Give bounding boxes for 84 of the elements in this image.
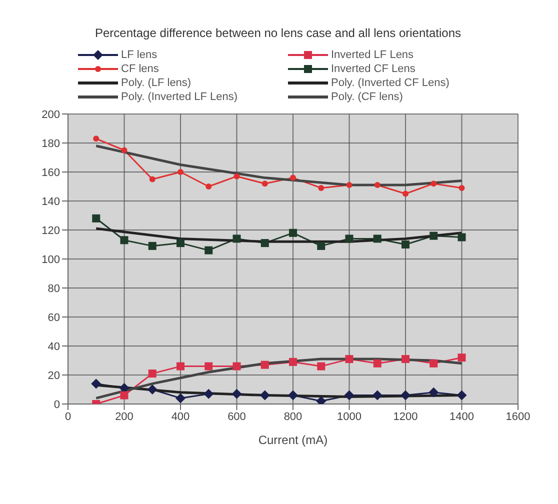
point [120,236,128,244]
point [456,390,467,400]
y-tick-label: 80 [48,282,60,295]
point [204,388,214,399]
point [206,184,212,190]
point [373,234,382,243]
legend-label: LF lens [121,49,158,61]
point [121,147,128,154]
point [204,246,213,254]
y-tick-label: 40 [48,340,60,353]
y-tick-label: 200 [42,108,60,121]
chart-title: Percentage difference between no lens case and all lens orientations [94,25,462,42]
point [318,184,324,191]
point [260,360,269,369]
point [430,232,438,240]
point [92,214,100,222]
point [317,362,326,370]
point [290,174,296,181]
point [234,173,240,180]
point [289,228,297,237]
y-tick-label: 140 [42,196,60,208]
line-series [94,144,463,186]
point [346,182,352,188]
y-tick-label: 100 [42,254,60,266]
x-tick-label: 600 [228,410,246,423]
point [91,378,102,389]
x-tick-label: 1000 [337,410,362,423]
point [176,362,184,370]
legend-label: Poly. (CF lens) [331,91,403,103]
x-axis-title: Current (mA) [258,433,328,447]
x-tick-label: 200 [115,410,134,423]
y-tick-label: 180 [42,138,60,150]
point [372,390,382,400]
legend-label: Inverted CF Lens [331,63,416,75]
point [176,393,186,404]
point [148,242,156,250]
y-tick-label: 20 [48,370,60,382]
legend-label: Poly. (Inverted CF Lens) [331,77,450,89]
point [232,362,241,370]
x-tick-label: 1400 [450,410,474,423]
point [402,190,408,197]
point [402,240,410,248]
point [147,384,158,394]
x-tick-label: 0 [64,410,72,423]
point [288,390,298,400]
point [93,136,100,142]
point [262,180,268,187]
point [120,391,128,400]
y-tick-label: 0 [54,398,60,411]
point [232,388,242,399]
point [260,239,269,248]
legend-label: CF lens [121,63,159,75]
legend-label: Inverted LF Lens [331,49,414,61]
legend-label: Poly. (Inverted LF Lens) [121,91,238,103]
point [402,355,410,364]
point [176,239,184,248]
point [149,176,156,182]
point [458,184,465,191]
point [458,233,466,242]
y-tick-label: 60 [48,312,60,324]
point [400,390,410,400]
y-tick-label: 160 [42,166,60,179]
x-tick-label: 1600 [506,410,530,423]
point [178,169,184,175]
point [345,234,354,243]
point [204,362,213,370]
point [430,359,438,368]
point [458,354,466,362]
legend-label: Poly. (LF lens) [121,77,192,89]
point [344,390,354,400]
point [317,242,326,250]
point [374,182,380,188]
point [345,355,354,364]
point [430,180,437,187]
point [289,358,297,366]
point [260,390,270,400]
x-tick-label: 400 [171,410,190,423]
x-tick-label: 800 [284,410,302,423]
y-tick-label: 120 [42,224,60,237]
point [428,387,439,398]
point [232,234,241,243]
point [373,359,382,368]
point [148,370,156,378]
x-tick-label: 1200 [393,410,418,423]
